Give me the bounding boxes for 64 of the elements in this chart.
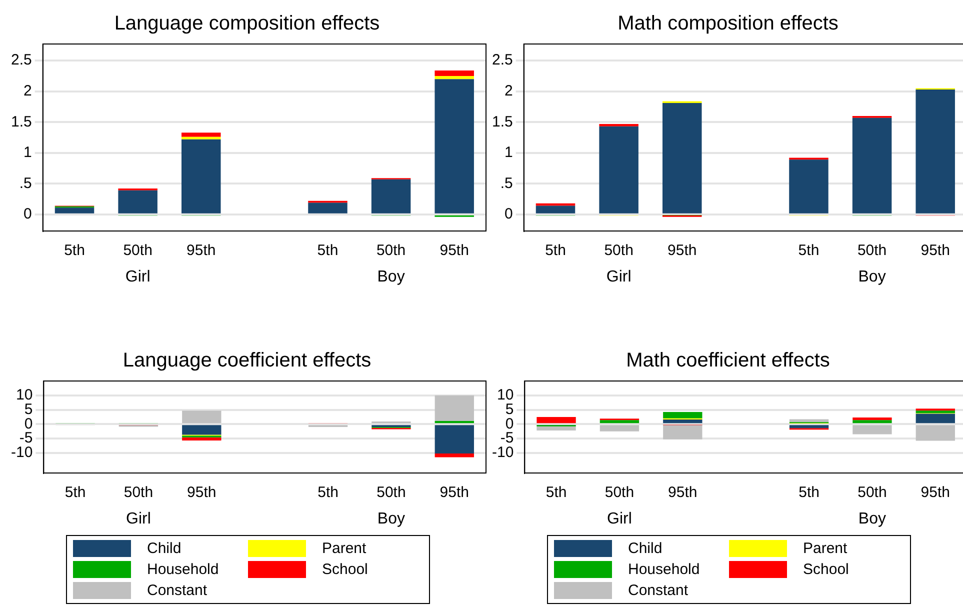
x-tick-label: 95th [668,484,698,502]
x-tick-label: 95th [668,242,697,260]
y-tick-label: 2 [504,82,513,100]
x-tick-label: 95th [440,484,470,502]
x-tick-label: 95th [920,242,950,260]
y-tick-label: 0 [24,206,32,223]
x-tick-label: 5th [545,242,566,260]
y-tick-label: 2.5 [492,52,513,69]
text: Boy [377,510,406,528]
x-tick-label: 50th [124,484,154,502]
text: Girl [125,268,150,286]
text: Girl [126,510,151,528]
legend-label: Constant [628,582,688,599]
x-tick-label: 50th [604,242,634,260]
y-tick-label: 1.5 [492,113,513,130]
y-tick-label: -5 [19,430,33,447]
legend-label: Constant [147,582,208,599]
chart-title: Math composition effects [618,12,838,35]
x-tick-label: 95th [187,484,216,502]
y-tick-label: .5 [500,174,513,192]
y-tick-label: -5 [500,430,514,447]
x-tick-label: 5th [317,242,338,260]
x-tick-label: 5th [64,484,86,502]
y-tick-label: 1 [24,144,32,162]
legend-label: Household [628,561,700,578]
y-tick-label: 0 [504,206,513,223]
y-tick-label: 1 [504,144,513,162]
legend-label: Child [147,540,182,557]
chart-title: Language composition effects [114,12,380,35]
x-tick-label: 95th [440,242,469,260]
legend-label: Parent [322,540,366,557]
x-tick-label: 50th [857,242,887,260]
y-tick-label: 1.5 [10,113,32,130]
x-tick-label: 50th [376,484,406,502]
legend-label: School [322,561,368,578]
y-tick-label: -10 [10,444,33,462]
x-tick-label: 5th [798,242,820,260]
x-tick-label: 95th [186,242,216,260]
legend-label: Household [147,561,219,578]
x-tick-label: 95th [920,484,950,502]
x-tick-label: 5th [798,484,820,502]
text: Boy [377,268,405,286]
x-tick-label: 50th [123,242,152,260]
y-tick-label: -10 [492,444,514,462]
chart-title: Language coefficient effects [122,350,372,372]
legend-label: Child [628,540,662,557]
text: Girl [607,510,632,528]
text: Girl [606,268,632,286]
x-tick-label: 5th [546,484,567,502]
text: Boy [858,510,886,528]
legend-label: Parent [803,540,848,557]
y-tick-label: 0 [24,415,33,432]
x-tick-label: 5th [64,242,85,260]
chart-title: Math coefficient effects [626,350,830,372]
y-tick-label: .5 [19,174,32,192]
legend-label: School [803,561,849,578]
text: Boy [858,268,886,286]
y-tick-label: 0 [505,415,514,432]
x-tick-label: 50th [858,484,887,502]
y-tick-label: 2.5 [10,52,32,69]
x-tick-label: 5th [318,484,338,502]
x-tick-label: 50th [604,484,634,502]
y-tick-label: 2 [24,82,32,100]
x-tick-label: 50th [376,242,406,260]
